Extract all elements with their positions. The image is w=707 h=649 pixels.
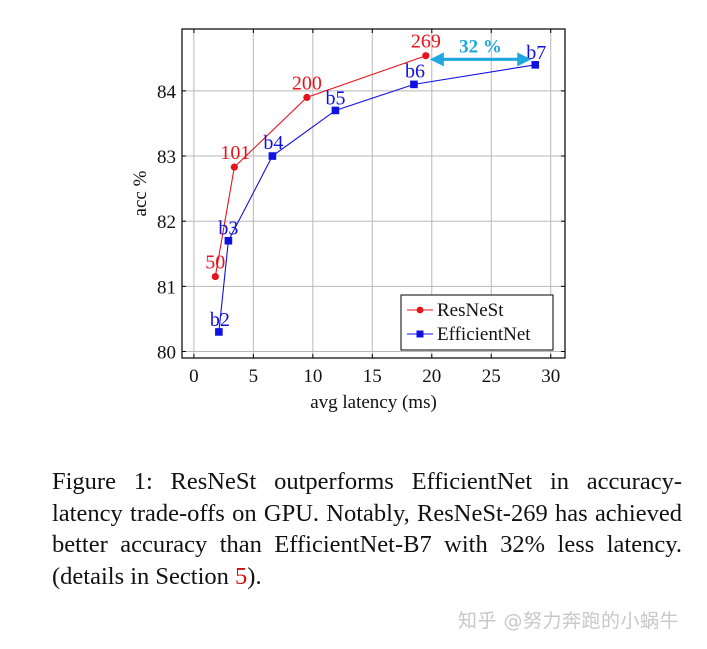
arrow-left-icon (429, 52, 444, 67)
watermark: 知乎 @努力奔跑的小蜗牛 (458, 610, 680, 632)
x-tick-label: 5 (249, 366, 259, 387)
square-marker-icon (268, 152, 277, 160)
point-label: 200 (292, 72, 322, 94)
circle-marker-icon (230, 163, 238, 171)
x-tick-label: 30 (541, 366, 560, 387)
point-label: 50 (205, 252, 225, 274)
point-label: b2 (210, 309, 230, 331)
circle-marker-icon (416, 306, 424, 314)
latency-accuracy-chart: 0 5 10 15 20 25 30 80 81 82 83 84 50 101 200 269 b2 b3 b4… (130, 28, 566, 413)
arrow-right-icon (517, 52, 532, 67)
series-resnest: 50 101 200 269 (205, 31, 441, 281)
square-marker-icon (531, 61, 540, 69)
point-label: b3 (218, 218, 238, 240)
square-marker-icon (410, 80, 418, 89)
point-label: 101 (220, 142, 250, 164)
figure-caption: Figure 1: ResNeSt outperforms EfficientN… (52, 466, 682, 592)
square-marker-icon (224, 236, 233, 245)
caption-suffix: ). (247, 562, 262, 590)
y-tick-label: 83 (157, 147, 176, 168)
x-tick-label: 20 (422, 366, 441, 387)
caption-text: Figure 1: ResNeSt outperforms EfficientN… (52, 468, 682, 590)
y-tick-label: 82 (157, 212, 176, 233)
circle-marker-icon (303, 93, 311, 102)
square-marker-icon (215, 328, 223, 336)
y-tick-label: 80 (157, 342, 176, 363)
x-tick-label: 10 (303, 366, 322, 387)
x-tick-label: 0 (189, 366, 199, 387)
x-tick-label: 25 (482, 366, 501, 387)
series-efficientnet: b2 b3 b4 b5 b6 b7 (210, 42, 546, 336)
circle-marker-icon (422, 52, 430, 60)
point-label: b5 (325, 87, 345, 109)
y-tick-label: 84 (157, 82, 177, 103)
square-marker-icon (416, 330, 424, 338)
efficientnet-line (218, 64, 536, 332)
data-series: 50 101 200 269 b2 b3 b4 b5 b6 b7 (205, 31, 546, 336)
point-label: 269 (411, 31, 441, 53)
y-tick-label: 81 (157, 277, 176, 298)
axis-ticks: 0 5 10 15 20 25 30 80 81 82 83 84 (157, 29, 565, 387)
section-reference-link[interactable]: 5 (235, 562, 248, 590)
x-tick-label: 15 (363, 366, 382, 387)
point-label: b7 (526, 42, 546, 64)
annotation-label: 32 % (459, 36, 502, 57)
legend-label: EfficientNet (437, 324, 531, 345)
latency-gap-annotation: 32 % (429, 36, 532, 67)
square-marker-icon (331, 106, 340, 115)
y-axis-label: acc % (130, 170, 151, 216)
plot-frame (181, 28, 566, 359)
resnest-line (214, 55, 427, 277)
point-label: b6 (405, 60, 425, 82)
legend-box (400, 294, 554, 351)
legend: ResNeSt EfficientNet (400, 294, 554, 351)
point-label: b4 (263, 132, 283, 154)
legend-item-efficientnet: EfficientNet (407, 324, 531, 345)
x-axis-label: avg latency (ms) (310, 392, 437, 413)
legend-item-resnest: ResNeSt (407, 300, 504, 321)
circle-marker-icon (211, 272, 219, 281)
legend-label: ResNeSt (437, 300, 504, 321)
